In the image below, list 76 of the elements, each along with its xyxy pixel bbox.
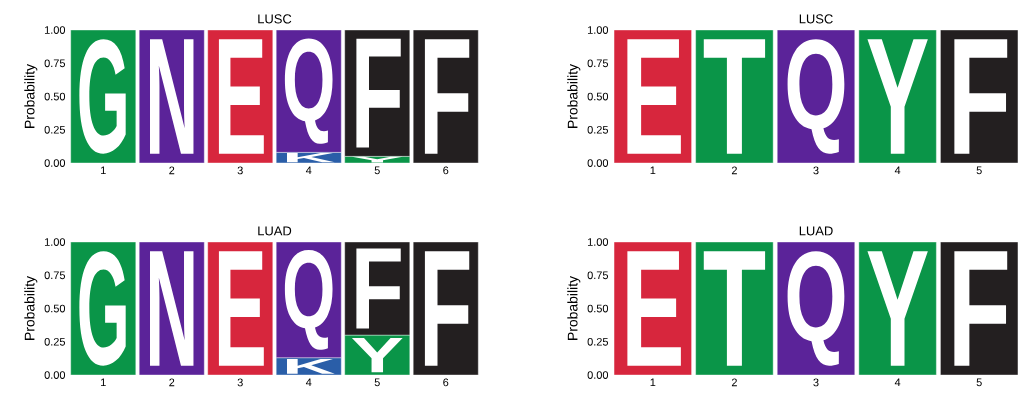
y-tick-label: 0.50 bbox=[44, 304, 66, 313]
series-label: Q bbox=[284, 38, 333, 144]
x-tick-label: 5 bbox=[976, 166, 982, 175]
series-label: F bbox=[356, 248, 401, 329]
text: F bbox=[424, 251, 470, 366]
x-tick-label: 4 bbox=[305, 378, 312, 387]
y-axis-title: Probability bbox=[567, 275, 581, 340]
chart-title: LUSC bbox=[799, 14, 833, 24]
x-tick-label: 3 bbox=[237, 378, 243, 387]
x-tick-label: 3 bbox=[813, 378, 819, 387]
x-tick-label: 2 bbox=[731, 378, 737, 387]
y-tick-label: 1.00 bbox=[44, 238, 66, 246]
y-tick-label: 0.75 bbox=[44, 271, 66, 280]
series-label: E bbox=[218, 251, 264, 366]
series-label: Y bbox=[867, 39, 928, 154]
series-label: Y bbox=[351, 156, 403, 163]
series-label: Y bbox=[351, 337, 403, 373]
y-tick-label: 0.25 bbox=[587, 125, 609, 134]
x-tick-label: 1 bbox=[101, 378, 106, 387]
series-label: K bbox=[287, 153, 335, 163]
y-tick-label: 0.00 bbox=[587, 371, 609, 379]
y-axis-title: Probability bbox=[24, 275, 38, 340]
series-label: Y bbox=[867, 251, 928, 366]
y-tick-label: 0.25 bbox=[44, 337, 66, 346]
chart-title: LUSC bbox=[258, 14, 292, 24]
series-label: K bbox=[287, 358, 335, 374]
y-tick-label: 1.00 bbox=[587, 26, 609, 34]
y-tick-label: 0.75 bbox=[587, 271, 609, 280]
series-label: F bbox=[954, 39, 1008, 154]
series-label: E bbox=[218, 39, 264, 154]
y-tick-label: 0.25 bbox=[44, 125, 66, 134]
x-tick-label: 1 bbox=[650, 166, 656, 175]
series-label: E bbox=[627, 39, 681, 154]
x-tick-label: 2 bbox=[169, 378, 175, 387]
series-label: T bbox=[703, 251, 766, 366]
chart-title: LUAD bbox=[799, 226, 833, 236]
x-tick-label: 3 bbox=[813, 166, 819, 175]
x-tick-label: 5 bbox=[374, 378, 380, 387]
x-tick-label: 4 bbox=[894, 378, 901, 387]
y-axis-title: Probability bbox=[567, 63, 581, 128]
y-tick-label: 0.00 bbox=[44, 159, 66, 167]
x-tick-label: 6 bbox=[443, 166, 449, 175]
y-axis-title: Probability bbox=[24, 63, 38, 128]
text: F bbox=[424, 39, 470, 154]
x-tick-label: 5 bbox=[976, 378, 982, 387]
series-label: G bbox=[79, 251, 126, 366]
series-label: G bbox=[79, 39, 126, 154]
series-label: Q bbox=[787, 39, 845, 154]
x-tick-label: 1 bbox=[650, 378, 656, 387]
y-tick-label: 1.00 bbox=[44, 26, 66, 34]
y-tick-label: 0.25 bbox=[587, 337, 609, 346]
series-label: Q bbox=[284, 250, 333, 350]
y-tick-label: 0.50 bbox=[587, 92, 609, 101]
x-tick-label: 4 bbox=[305, 166, 312, 175]
x-tick-label: 2 bbox=[731, 166, 737, 175]
series-label: T bbox=[703, 39, 766, 154]
y-tick-label: 0.00 bbox=[44, 371, 66, 379]
series-label: N bbox=[150, 251, 194, 366]
y-tick-label: 0.50 bbox=[587, 304, 609, 313]
x-tick-label: 6 bbox=[443, 378, 449, 387]
series-label: Q bbox=[787, 251, 845, 366]
chart-title: LUAD bbox=[258, 226, 292, 236]
x-tick-label: 4 bbox=[894, 166, 901, 175]
x-tick-label: 1 bbox=[101, 166, 106, 175]
y-tick-label: 0.00 bbox=[587, 159, 609, 167]
y-tick-label: 0.75 bbox=[587, 59, 609, 68]
x-tick-label: 2 bbox=[169, 166, 175, 175]
y-tick-label: 0.75 bbox=[44, 59, 66, 68]
series-label: F bbox=[356, 38, 401, 148]
series-label: F bbox=[954, 251, 1008, 366]
y-tick-label: 0.50 bbox=[44, 92, 66, 101]
x-tick-label: 3 bbox=[237, 166, 243, 175]
series-label: E bbox=[627, 251, 681, 366]
y-tick-label: 1.00 bbox=[587, 238, 609, 246]
x-tick-label: 5 bbox=[374, 166, 380, 175]
series-label: N bbox=[150, 39, 194, 154]
